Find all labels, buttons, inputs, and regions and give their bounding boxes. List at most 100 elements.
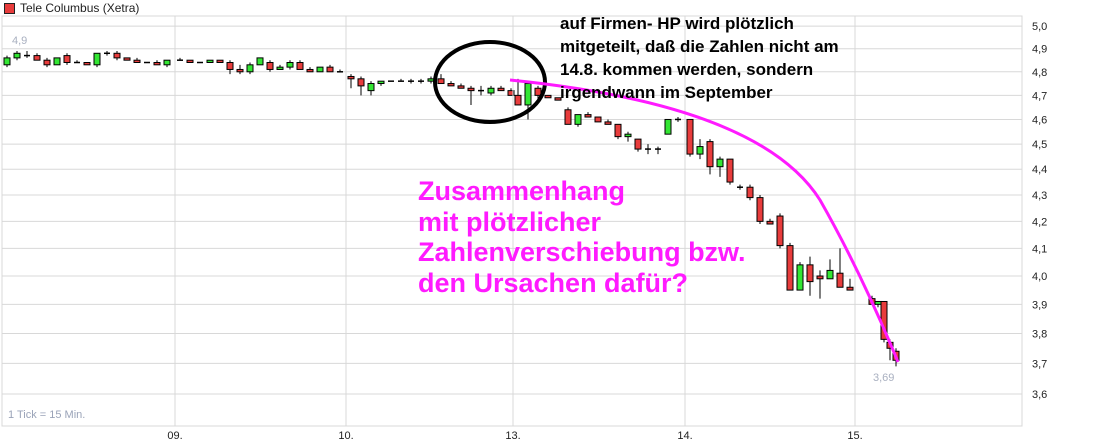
y-tick-label: 4,1	[1032, 243, 1047, 255]
candle-body	[133, 59, 141, 64]
candle-body	[706, 141, 714, 168]
candle-body	[276, 66, 284, 70]
chart-title: Tele Columbus (Xetra)	[20, 1, 140, 15]
candle-body	[3, 57, 11, 66]
x-tick-label: 14.	[677, 430, 692, 442]
y-tick-label: 4,9	[1032, 44, 1047, 56]
candle-body	[726, 158, 734, 183]
candle-body	[246, 64, 254, 73]
candle-body	[497, 87, 505, 92]
candle-body	[806, 264, 814, 283]
candle-body	[316, 66, 324, 73]
candle-body	[524, 83, 532, 106]
candle-body	[816, 275, 824, 280]
y-tick-label: 4,7	[1032, 90, 1047, 102]
candle-body	[874, 300, 882, 305]
legend-swatch	[4, 2, 15, 14]
candle-body	[186, 59, 194, 64]
candle-body	[766, 220, 774, 225]
candle-body	[266, 62, 274, 70]
candle-body	[664, 118, 672, 135]
min-label: 3,69	[873, 372, 894, 384]
candle-body	[564, 109, 572, 125]
candle-body	[206, 59, 214, 64]
x-tick-label: 15.	[847, 430, 862, 442]
y-tick-label: 3,9	[1032, 299, 1047, 311]
candle-body	[716, 158, 724, 168]
y-tick-label: 5,0	[1032, 21, 1047, 33]
x-tick-label: 10.	[338, 430, 353, 442]
candle-body	[574, 114, 582, 125]
annotation-question: Zusammenhang mit plötzlicher Zahlenversc…	[418, 176, 746, 298]
candle-body	[367, 83, 375, 92]
candle-body	[614, 123, 622, 138]
candle-body	[746, 186, 754, 199]
candle-body	[286, 62, 294, 68]
candle-body	[123, 57, 131, 61]
candle-body	[534, 87, 542, 96]
note-line: irgendwann im September	[560, 83, 773, 102]
candle-body	[437, 78, 445, 85]
candle-body	[594, 116, 602, 123]
y-tick-label: 3,6	[1032, 389, 1047, 401]
annotation-note: auf Firmen- HP wird plötzlich mitgeteilt…	[560, 12, 839, 104]
candle-body	[256, 57, 264, 66]
candle-body	[487, 87, 495, 94]
question-line: Zahlenverschiebung bzw.	[418, 237, 746, 267]
y-tick-label: 4,8	[1032, 67, 1047, 79]
x-tick-label: 13.	[505, 430, 520, 442]
candle-body	[826, 269, 834, 280]
question-line: den Ursachen dafür?	[418, 267, 689, 298]
candle-body	[776, 215, 784, 247]
candle-body	[554, 97, 562, 101]
candle-body	[326, 66, 334, 73]
candle-body	[786, 245, 794, 291]
y-tick-label: 3,8	[1032, 328, 1047, 340]
candle-body	[236, 68, 244, 73]
candle-body	[83, 62, 91, 66]
candle-body	[624, 133, 632, 138]
candle-body	[846, 286, 854, 291]
candle-body	[216, 59, 224, 64]
candle-body	[33, 55, 41, 61]
note-line: auf Firmen- HP wird plötzlich	[560, 14, 794, 33]
annotation-ellipse	[433, 40, 547, 124]
y-tick-label: 4,4	[1032, 164, 1047, 176]
candle-body	[63, 55, 71, 64]
x-tick-label: 09.	[167, 430, 182, 442]
legend: Tele Columbus (Xetra)	[4, 1, 139, 15]
question-line: mit plötzlicher	[418, 206, 602, 237]
candle-body	[113, 52, 121, 59]
candle-body	[457, 85, 465, 89]
candle-body	[696, 146, 704, 155]
candle-body	[377, 80, 385, 85]
candle-body	[544, 94, 552, 99]
candle-body	[163, 59, 171, 66]
question-line: Zusammenhang	[418, 176, 626, 206]
candle-body	[634, 138, 642, 150]
candle-body	[13, 52, 21, 59]
candle-body	[507, 90, 515, 96]
candle-body	[296, 62, 304, 70]
max-label: 4,9	[12, 35, 27, 47]
annotation-trend-curve	[509, 78, 900, 363]
candle-body	[153, 62, 161, 66]
candle-body	[357, 78, 365, 87]
candle-body	[514, 94, 522, 106]
y-tick-label: 4,6	[1032, 114, 1047, 126]
candle-body	[347, 75, 355, 80]
candle-body	[604, 121, 612, 125]
candle-body	[226, 62, 234, 70]
candle-body	[467, 87, 475, 92]
candle-body	[584, 114, 592, 118]
candle-body	[756, 197, 764, 222]
note-line: mitgeteilt, daß die Zahlen nicht am	[560, 37, 839, 56]
y-tick-label: 4,2	[1032, 216, 1047, 228]
y-tick-label: 4,3	[1032, 190, 1047, 202]
candle-body	[43, 59, 51, 66]
candle-body	[306, 68, 314, 73]
y-tick-label: 4,0	[1032, 271, 1047, 283]
note-line: 14.8. kommen werden, sondern	[560, 60, 814, 79]
candle-body	[836, 272, 844, 288]
